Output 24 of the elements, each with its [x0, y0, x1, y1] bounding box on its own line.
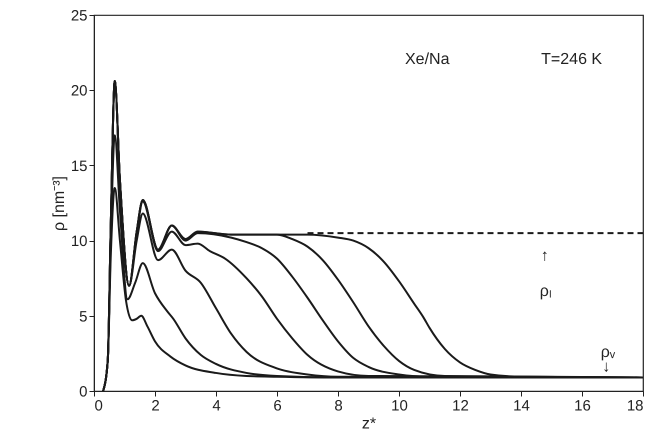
x-tick-label: 12: [452, 398, 469, 414]
x-tick-label: 14: [513, 398, 530, 414]
x-tick-label: 0: [94, 398, 103, 414]
annotation: Xe/Na: [405, 50, 450, 68]
x-tick-label: 6: [273, 398, 282, 414]
y-axis-title: ρ [nm⁻³]: [50, 176, 68, 231]
y-tick-label: 0: [79, 384, 88, 400]
annotation: ↑: [540, 248, 549, 265]
y-tick-label: 25: [70, 8, 88, 24]
x-tick-label: 16: [574, 398, 591, 414]
y-tick-label: 10: [70, 233, 88, 250]
y-tick-label: 15: [70, 158, 88, 175]
x-tick-label: 4: [212, 398, 221, 414]
y-tick-label: 20: [70, 82, 88, 100]
x-tick-label: 8: [334, 398, 343, 414]
annotation: ρₗ: [540, 282, 552, 300]
x-axis-title: z*: [362, 416, 376, 432]
x-tick-label: 18: [626, 398, 644, 414]
annotation: ρᵥ: [600, 344, 616, 361]
annotation: ↓: [602, 358, 610, 376]
x-tick-label: 2: [151, 398, 160, 414]
x-tick-label: 10: [391, 398, 408, 414]
annotation: T=246 K: [541, 50, 602, 68]
y-tick-label: 5: [79, 308, 88, 326]
